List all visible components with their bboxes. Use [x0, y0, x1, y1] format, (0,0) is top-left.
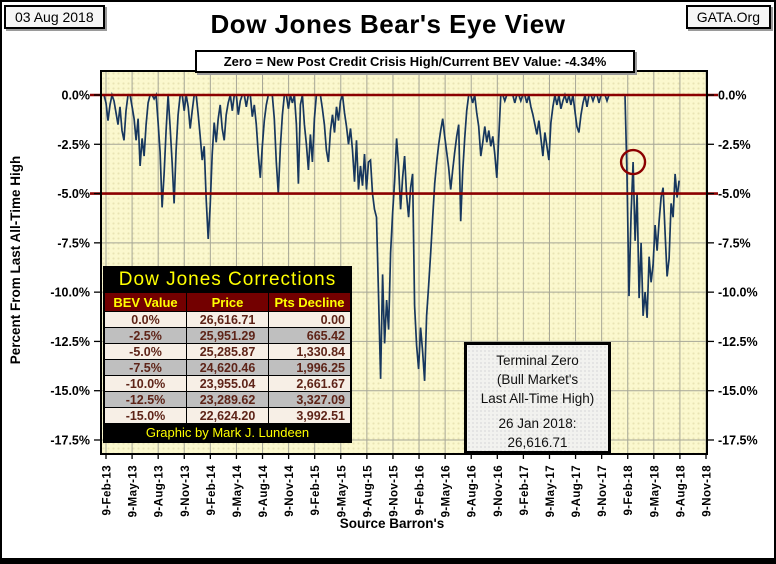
table-cell: 2,661.67 [268, 375, 351, 392]
table-cell: -5.0% [104, 343, 187, 360]
table-cell: 1,330.84 [268, 343, 351, 360]
y-axis-tick-label-right: -17.5% [718, 433, 758, 447]
gata-org-label: GATA.Org [696, 9, 760, 25]
date-badge: 03 Aug 2018 [4, 5, 105, 29]
y-axis-labels: 0.0% 0.0%-2.5% -2.5%-5.0% -5.0%-7.5% -7.5%-1… [50, 89, 757, 448]
page-title: Dow Jones Bear's Eye View [210, 9, 566, 39]
terminal-zero-note: Terminal Zero (Bull Market's Last All-Ti… [464, 342, 611, 454]
terminal-zero-price: 26,616.71 [507, 435, 568, 450]
table-cell: -2.5% [104, 327, 187, 344]
x-axis-tick-label: 9-May-13 [128, 465, 140, 517]
col-header-price: Price [186, 292, 269, 312]
y-axis-tick-label-left: -17.5% [50, 433, 90, 447]
axis-ticks [94, 94, 714, 459]
x-axis-tick-label: 9-Feb-16 [415, 465, 427, 516]
terminal-zero-line2: (Bull Market's [496, 372, 579, 387]
x-axis-tick-label: 9-May-17 [545, 465, 557, 517]
table-cell: 1,996.25 [268, 359, 351, 376]
x-axis-tick-label: 9-Nov-16 [493, 465, 505, 517]
bottom-frame-bar [2, 558, 774, 562]
corrections-table-grid: BEV Value Price Pts Decline 0.0% 26,616.7… [104, 292, 351, 424]
table-row: 0.0% 26,616.71 0.00 [104, 311, 351, 328]
x-axis-tick-label: 9-Nov-14 [284, 465, 296, 517]
table-cell: 24,620.46 [186, 359, 269, 376]
chart-subtitle-box: Zero = New Post Credit Crisis High/Curre… [195, 50, 635, 73]
table-row: -15.0% 22,624.20 3,992.51 [104, 407, 351, 424]
x-axis-tick-label: 9-Feb-18 [623, 465, 635, 516]
x-axis-tick-label: 9-Aug-13 [154, 465, 166, 517]
x-axis-tick-label: 9-Aug-16 [467, 465, 479, 517]
corrections-table: Dow Jones Corrections BEV Value Price Pt… [103, 266, 352, 443]
x-axis-tick-label: 9-May-14 [232, 465, 244, 518]
y-axis-tick-label-right: -2.5% [718, 138, 751, 152]
table-cell: 25,951.29 [186, 327, 269, 344]
current-bev-annotation-circle [619, 148, 647, 176]
y-axis-tick-label-right: -15.0% [718, 384, 758, 398]
table-row: -10.0% 23,955.04 2,661.67 [104, 375, 351, 392]
y-axis-tick-label-right: -12.5% [718, 335, 758, 349]
date-badge-label: 03 Aug 2018 [15, 9, 94, 25]
x-axis-tick-label: 9-Feb-17 [519, 465, 531, 516]
table-cell: 3,327.09 [268, 391, 351, 408]
y-axis-tick-label-left: 0.0% [62, 89, 91, 103]
x-axis-tick-label: 9-May-15 [336, 465, 348, 518]
y-axis-title: Percent From Last All-Time High [8, 156, 23, 365]
table-row: -12.5% 23,289.62 3,327.09 [104, 391, 351, 408]
terminal-zero-line3: Last All-Time High) [480, 391, 595, 406]
x-axis-tick-label: 9-Aug-17 [571, 465, 583, 517]
table-cell: 0.00 [268, 311, 351, 328]
y-axis-tick-label-right: -5.0% [718, 187, 751, 201]
terminal-zero-line1: Terminal Zero [496, 353, 579, 368]
table-row: -2.5% 25,951.29 665.42 [104, 327, 351, 344]
table-cell: -7.5% [104, 359, 187, 376]
x-axis-tick-label: 9-Nov-18 [702, 465, 714, 517]
table-row: -7.5% 24,620.46 1,996.25 [104, 359, 351, 376]
table-row: -5.0% 25,285.87 1,330.84 [104, 343, 351, 360]
y-axis-tick-label-right: -7.5% [718, 236, 751, 250]
table-cell: 26,616.71 [186, 311, 269, 328]
y-axis-tick-label-right: 0.0% [718, 89, 747, 103]
x-axis-tick-label: 9-Nov-13 [180, 465, 192, 517]
y-axis-tick-label-left: -7.5% [57, 236, 90, 250]
x-axis-tick-label: 9-Feb-13 [102, 465, 114, 516]
y-axis-tick-label-left: -5.0% [57, 187, 90, 201]
table-cell: -10.0% [104, 375, 187, 392]
x-axis-tick-label: 9-Aug-14 [258, 465, 270, 518]
x-axis-labels: 9-Feb-13 9-May-13 9-Aug-13 9-Nov-13 9-Feb-14… [102, 465, 714, 518]
table-cell: 3,992.51 [268, 407, 351, 424]
x-axis-tick-label: 9-Feb-15 [310, 465, 322, 516]
source-note: Source Barron's [340, 516, 445, 531]
y-axis-tick-label-left: -15.0% [50, 384, 90, 398]
col-header-bev-value: BEV Value [104, 292, 187, 312]
x-axis-tick-label: 9-Aug-15 [362, 465, 374, 518]
table-cell: 25,285.87 [186, 343, 269, 360]
y-axis-tick-label-left: -10.0% [50, 286, 90, 300]
x-axis-tick-label: 9-May-16 [441, 465, 453, 517]
corrections-header-row: BEV Value Price Pts Decline [104, 292, 351, 312]
bev-line-series [103, 91, 680, 381]
graphic-credit: Graphic by Mark J. Lundeen [104, 424, 351, 442]
reference-lines [90, 93, 718, 195]
y-axis-tick-label-left: -2.5% [57, 138, 90, 152]
table-cell: 665.42 [268, 327, 351, 344]
col-header-pts-decline: Pts Decline [268, 292, 351, 312]
table-cell: 22,624.20 [186, 407, 269, 424]
chart-subtitle: Zero = New Post Credit Crisis High/Curre… [223, 54, 607, 69]
corrections-table-title: Dow Jones Corrections [104, 267, 351, 292]
table-cell: 23,289.62 [186, 391, 269, 408]
x-axis-tick-label: 9-Feb-14 [206, 465, 218, 516]
x-axis-tick-label: 9-Aug-18 [675, 465, 687, 518]
x-axis-tick-label: 9-May-18 [649, 465, 661, 518]
x-axis-tick-label: 9-Nov-15 [388, 465, 400, 517]
terminal-zero-date: 26 Jan 2018: [498, 416, 577, 431]
x-axis-tick-label: 9-Nov-17 [597, 465, 609, 517]
table-cell: 0.0% [104, 311, 187, 328]
table-cell: -15.0% [104, 407, 187, 424]
table-cell: -12.5% [104, 391, 187, 408]
table-cell: 23,955.04 [186, 375, 269, 392]
y-axis-tick-label-left: -12.5% [50, 335, 90, 349]
gata-org-badge: GATA.Org [685, 5, 771, 29]
y-axis-tick-label-right: -10.0% [718, 286, 758, 300]
